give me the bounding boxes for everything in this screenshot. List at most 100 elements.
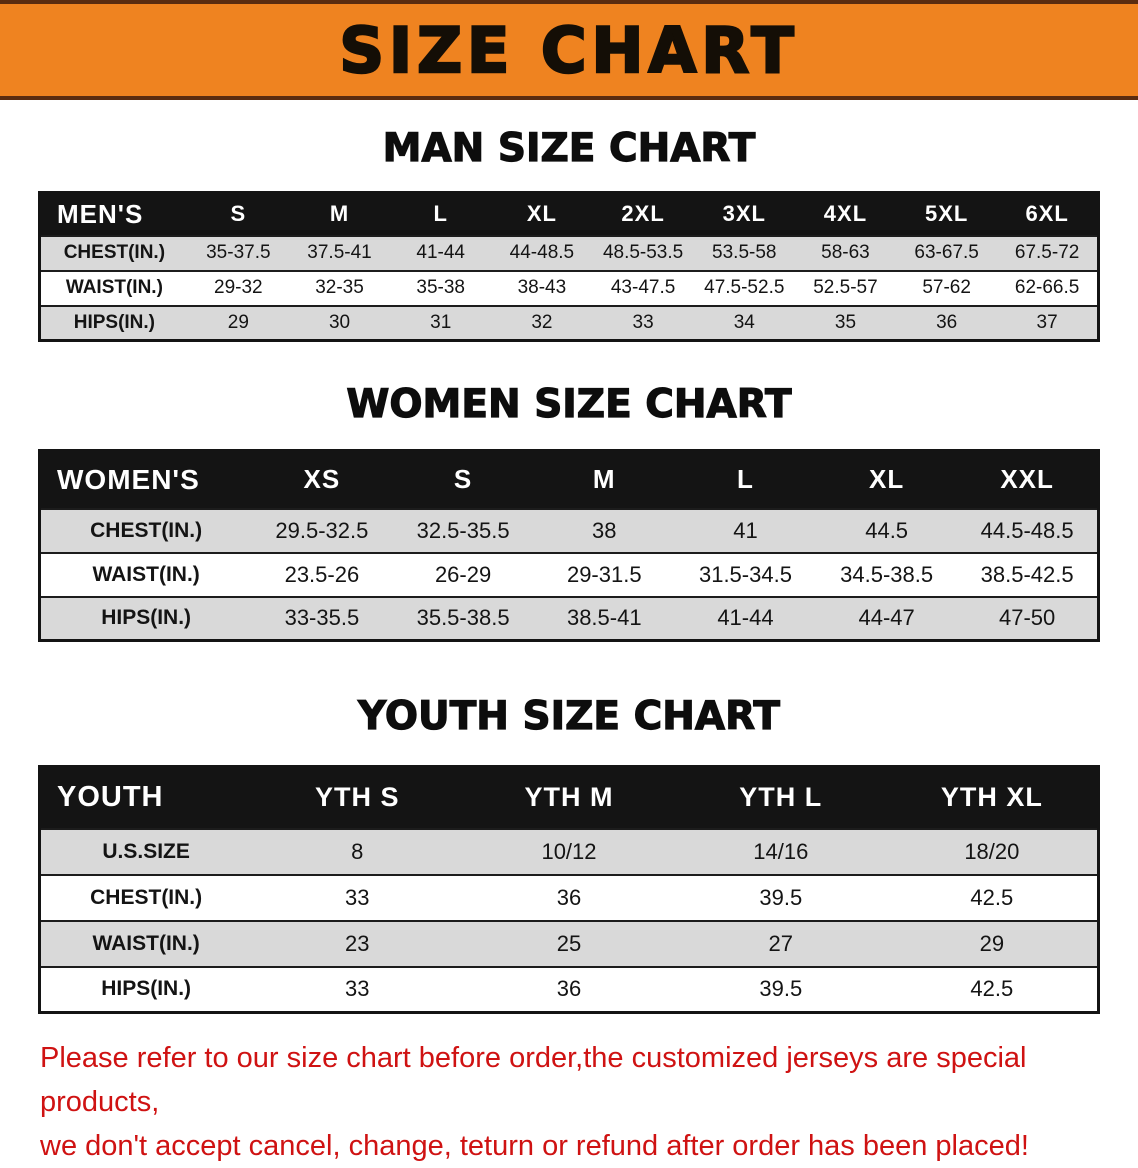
measurement-value-cell: 14/16 bbox=[753, 838, 809, 864]
table-row: U.S.SIZE 8 10/12 14/16 18/20 bbox=[39, 828, 1099, 875]
disclaimer-line-2: we don't accept cancel, change, teturn o… bbox=[40, 1130, 1029, 1162]
size-column-header: XXL bbox=[957, 450, 1099, 509]
measurement-value-cell: 36 bbox=[936, 311, 958, 333]
measurement-value-cell: 34 bbox=[733, 311, 755, 333]
measurement-value-cell: 23.5-26 bbox=[284, 561, 360, 587]
size-column-header: S bbox=[187, 192, 289, 236]
measurement-value-cell: 41-44 bbox=[416, 242, 466, 263]
measurement-value-cell: 57-62 bbox=[922, 277, 971, 298]
women-size-table: WOMEN'S XS S M L XL XXL CHEST(IN.) 29.5-32.5 32.5… bbox=[38, 449, 1100, 642]
measurement-value-cell: 30 bbox=[328, 311, 351, 333]
measurement-value-cell: 41 bbox=[733, 517, 758, 543]
measurement-value-cell: 38.5-42.5 bbox=[980, 561, 1074, 587]
measurement-value-cell: 33-35.5 bbox=[284, 605, 360, 631]
measurement-value-cell: 27 bbox=[768, 930, 794, 956]
row-label-cell: HIPS(IN.) bbox=[101, 606, 192, 630]
measurement-value-cell: 36 bbox=[556, 976, 582, 1002]
table-header-row: WOMEN'S XS S M L XL XXL bbox=[39, 450, 1099, 509]
women-section-heading: WOMEN SIZE CHART bbox=[346, 381, 792, 427]
measurement-value-cell: 52.5-57 bbox=[813, 277, 878, 298]
row-label-cell: WAIST(IN.) bbox=[65, 277, 163, 298]
table-row: HIPS(IN.) 33-35.5 35.5-38.5 38.5-41 41-44 44-… bbox=[39, 596, 1099, 641]
men-section-heading: MAN SIZE CHART bbox=[382, 125, 756, 171]
table-row: HIPS(IN.) 29 30 31 32 33 34 35 36 37 bbox=[39, 305, 1099, 341]
table-row: WAIST(IN.) 23 25 27 29 bbox=[39, 920, 1099, 967]
size-column-header: YTH S bbox=[251, 766, 464, 829]
measurement-value-cell: 44-47 bbox=[858, 605, 915, 631]
size-column-header: XL bbox=[491, 192, 593, 236]
measurement-value-cell: 10/12 bbox=[541, 838, 597, 864]
size-column-header: 4XL bbox=[794, 192, 897, 236]
youth-size-table: YOUTH YTH S YTH M YTH L YTH XL U.S.SIZE 8 10/12… bbox=[38, 765, 1100, 1014]
measurement-value-cell: 47.5-52.5 bbox=[704, 277, 785, 298]
youth-section-heading: YOUTH SIZE CHART bbox=[357, 693, 780, 739]
disclaimer-line-1: Please refer to our size chart before or… bbox=[40, 1042, 1027, 1118]
measurement-value-cell: 32.5-35.5 bbox=[416, 517, 510, 543]
measurement-value-cell: 33 bbox=[632, 311, 654, 333]
table-row: WAIST(IN.) 29-32 32-35 35-38 38-43 43-47.5 47.… bbox=[39, 270, 1099, 306]
measurement-value-cell: 63-67.5 bbox=[914, 242, 979, 263]
measurement-value-cell: 35 bbox=[834, 311, 857, 333]
men-size-table: MEN'S S M L XL 2XL 3XL 4XL 5XL 6XL CHEST(IN.) 35-37… bbox=[38, 191, 1100, 342]
measurement-value-cell: 39.5 bbox=[759, 976, 803, 1002]
measurement-value-cell: 26-29 bbox=[434, 561, 492, 587]
measurement-value-cell: 43-47.5 bbox=[610, 277, 676, 298]
disclaimer: Please refer to our size chart before or… bbox=[40, 1036, 1138, 1168]
row-label-cell: U.S.SIZE bbox=[102, 839, 190, 863]
measurement-value-cell: 33 bbox=[344, 976, 370, 1002]
section-youth: YOUTH SIZE CHART YOUTH YTH S YTH M YTH L YTH… bbox=[0, 693, 1138, 1014]
size-column-header: L bbox=[390, 192, 492, 236]
size-column-header: YTH M bbox=[463, 766, 675, 829]
measurement-value-cell: 38-43 bbox=[517, 277, 567, 298]
table-title-cell: YOUTH bbox=[39, 766, 252, 829]
measurement-value-cell: 35.5-38.5 bbox=[416, 605, 510, 631]
measurement-value-cell: 29.5-32.5 bbox=[275, 517, 369, 543]
measurement-value-cell: 41-44 bbox=[717, 605, 774, 631]
size-column-header: YTH L bbox=[674, 766, 887, 829]
banner: SIZE CHART bbox=[0, 0, 1138, 100]
size-column-header: S bbox=[392, 450, 534, 509]
table-row: CHEST(IN.) 35-37.5 37.5-41 41-44 44-48.5 48.5… bbox=[39, 235, 1099, 271]
measurement-value-cell: 38 bbox=[592, 517, 617, 543]
row-label-cell: CHEST(IN.) bbox=[90, 518, 203, 542]
measurement-value-cell: 44-48.5 bbox=[509, 242, 575, 263]
table-header-row: MEN'S S M L XL 2XL 3XL 4XL 5XL 6XL bbox=[39, 192, 1099, 236]
measurement-value-cell: 18/20 bbox=[964, 838, 1020, 864]
row-label-cell: CHEST(IN.) bbox=[63, 242, 166, 263]
row-label-cell: HIPS(IN.) bbox=[101, 977, 192, 1001]
measurement-value-cell: 48.5-53.5 bbox=[602, 242, 684, 263]
measurement-value-cell: 8 bbox=[351, 838, 364, 864]
measurement-value-cell: 62-66.5 bbox=[1014, 277, 1080, 298]
row-label-cell: HIPS(IN.) bbox=[73, 311, 156, 333]
table-row: CHEST(IN.) 33 36 39.5 42.5 bbox=[39, 874, 1099, 921]
measurement-value-cell: 58-63 bbox=[821, 242, 870, 263]
measurement-value-cell: 53.5-58 bbox=[712, 242, 777, 263]
measurement-value-cell: 35-38 bbox=[416, 277, 466, 298]
table-row: WAIST(IN.) 23.5-26 26-29 29-31.5 31.5-34.5 34… bbox=[39, 552, 1099, 597]
table-header-row: YOUTH YTH S YTH M YTH L YTH XL bbox=[39, 766, 1099, 829]
measurement-value-cell: 35-37.5 bbox=[206, 242, 271, 263]
measurement-value-cell: 29 bbox=[227, 311, 249, 333]
measurement-value-cell: 32 bbox=[531, 311, 553, 333]
size-column-header: 6XL bbox=[997, 192, 1099, 236]
measurement-value-cell: 31.5-34.5 bbox=[698, 561, 792, 587]
measurement-value-cell: 32-35 bbox=[315, 277, 364, 298]
size-column-header: XS bbox=[251, 450, 393, 509]
table-title-cell: WOMEN'S bbox=[39, 450, 252, 509]
row-label-cell: CHEST(IN.) bbox=[90, 885, 203, 909]
table-row: CHEST(IN.) 29.5-32.5 32.5-35.5 38 41 44.5 44.5… bbox=[39, 508, 1099, 553]
measurement-value-cell: 42.5 bbox=[970, 884, 1014, 910]
measurement-value-cell: 39.5 bbox=[759, 884, 803, 910]
measurement-value-cell: 37.5-41 bbox=[307, 242, 372, 263]
page-title: SIZE CHART bbox=[338, 12, 799, 88]
measurement-value-cell: 44.5-48.5 bbox=[980, 517, 1074, 543]
measurement-value-cell: 33 bbox=[344, 884, 370, 910]
section-men: MAN SIZE CHART MEN'S S M L XL 2XL 3XL 4XL 5XL 6XL… bbox=[0, 125, 1138, 342]
measurement-value-cell: 29 bbox=[979, 930, 1005, 956]
measurement-value-cell: 36 bbox=[556, 884, 582, 910]
measurement-value-cell: 29-32 bbox=[214, 277, 263, 298]
measurement-value-cell: 37 bbox=[1036, 311, 1058, 333]
size-column-header: 2XL bbox=[592, 192, 694, 236]
measurement-value-cell: 29-31.5 bbox=[566, 561, 642, 587]
